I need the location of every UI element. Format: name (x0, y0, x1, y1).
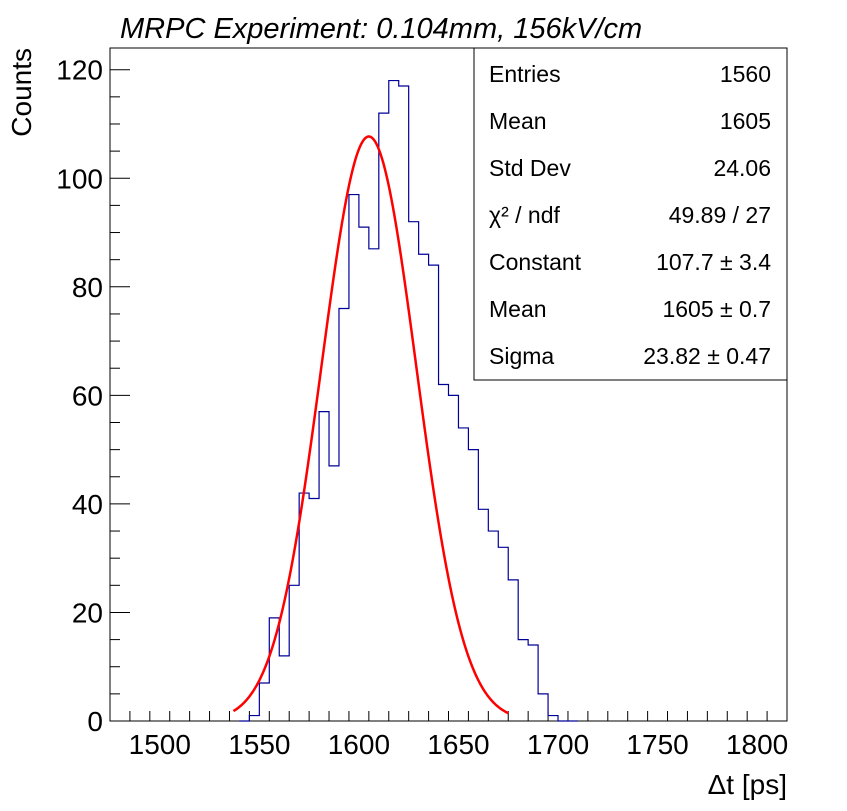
stats-value: 24.06 (713, 155, 771, 181)
x-tick-labels: 1500 1550 1600 1650 1700 1750 1800 (129, 729, 789, 760)
stats-box-frame (473, 47, 788, 381)
y-tick-label: 60 (72, 380, 103, 411)
x-tick-label: 1500 (129, 729, 191, 760)
gaussian-fit-curve (232, 135, 509, 715)
y-tick-label: 20 (72, 597, 103, 628)
chart-title: MRPC Experiment: 0.104mm, 156kV/cm (120, 13, 642, 45)
stats-label: Mean (489, 108, 547, 134)
stats-box: Entries 1560 Mean 1605 Std Dev 24.06 χ² / ndf 4… (473, 47, 788, 381)
y-tick-label: 0 (87, 706, 103, 737)
histogram-line (239, 79, 578, 722)
stats-label: Std Dev (489, 155, 571, 181)
y-tick-label: 80 (72, 272, 103, 303)
x-tick-label: 1650 (427, 729, 489, 760)
x-axis-title: Δt [ps] (708, 769, 787, 800)
x-tick-label: 1800 (726, 729, 788, 760)
stats-value: 1605 (720, 108, 771, 134)
y-axis-title: Counts (6, 48, 37, 137)
stats-value: 49.89 / 27 (669, 202, 771, 228)
y-tick-label: 120 (56, 55, 103, 86)
x-tick-label: 1750 (626, 729, 688, 760)
stats-label: Sigma (489, 343, 554, 369)
x-tick-label: 1550 (228, 729, 290, 760)
x-tick-label: 1600 (328, 729, 390, 760)
x-tick-label: 1700 (527, 729, 589, 760)
stats-label: Mean (489, 296, 547, 322)
y-tick-labels: 0 20 40 60 80 100 120 (56, 55, 103, 737)
stats-value: 1605 ± 0.7 (662, 296, 771, 322)
axis-ticks (110, 69, 788, 722)
stats-label: Entries (489, 61, 561, 87)
stats-value: 107.7 ± 3.4 (656, 249, 771, 275)
stats-value: 1560 (720, 61, 771, 87)
stats-label: χ² / ndf (489, 202, 560, 228)
stats-label: Constant (489, 249, 582, 275)
y-tick-label: 100 (56, 163, 103, 194)
stats-value: 23.82 ± 0.47 (643, 343, 771, 369)
y-tick-label: 40 (72, 489, 103, 520)
